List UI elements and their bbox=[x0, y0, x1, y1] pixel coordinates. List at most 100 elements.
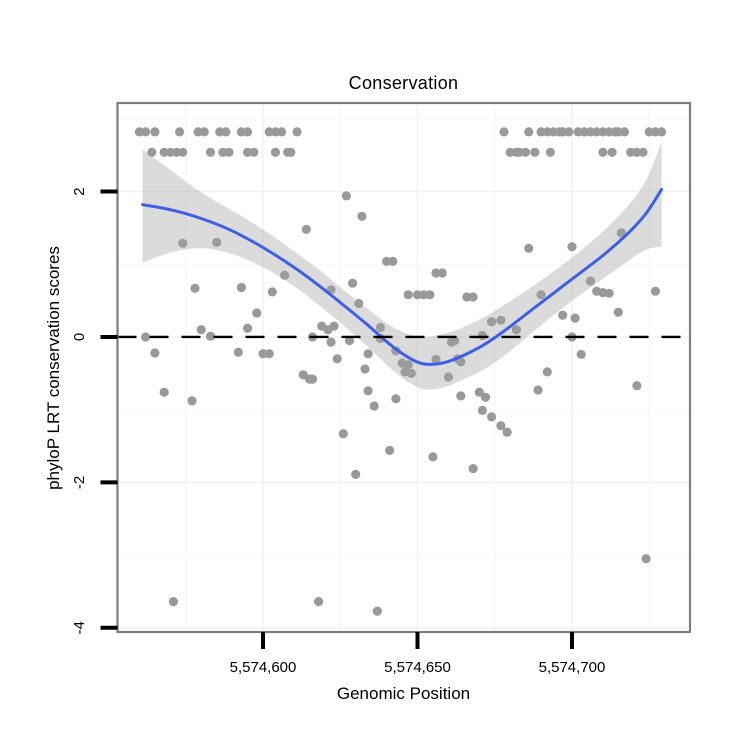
data-point bbox=[277, 127, 287, 137]
data-point bbox=[341, 191, 351, 201]
data-point bbox=[521, 147, 531, 157]
data-point bbox=[249, 147, 259, 157]
data-point bbox=[190, 283, 200, 293]
data-point bbox=[604, 288, 614, 298]
smooth-line bbox=[141, 187, 664, 366]
data-point bbox=[326, 337, 336, 347]
x-tick-label: 5,574,650 bbox=[384, 659, 451, 676]
data-point bbox=[187, 396, 197, 406]
data-point bbox=[499, 127, 509, 137]
confidence-band bbox=[142, 142, 662, 390]
data-point bbox=[533, 385, 543, 395]
data-point bbox=[613, 307, 623, 317]
data-point bbox=[403, 360, 413, 370]
data-point bbox=[360, 364, 370, 374]
data-point bbox=[196, 325, 206, 335]
data-point bbox=[233, 347, 243, 357]
data-point bbox=[175, 127, 185, 137]
data-point bbox=[150, 127, 160, 137]
data-point bbox=[443, 372, 453, 382]
data-point bbox=[576, 349, 586, 359]
data-point bbox=[212, 237, 222, 247]
data-point bbox=[502, 427, 512, 437]
data-point bbox=[348, 278, 358, 288]
data-point bbox=[616, 228, 627, 238]
data-point bbox=[545, 147, 556, 157]
x-tick-label: 5,574,600 bbox=[230, 659, 297, 676]
data-point bbox=[221, 127, 231, 137]
data-point bbox=[141, 127, 151, 137]
data-point bbox=[224, 147, 234, 157]
data-point bbox=[205, 331, 216, 341]
data-point bbox=[270, 147, 280, 157]
data-point bbox=[351, 469, 361, 479]
data-point bbox=[487, 317, 497, 327]
data-point bbox=[585, 276, 596, 286]
panel-border bbox=[116, 101, 692, 634]
data-point bbox=[280, 270, 290, 280]
data-point bbox=[431, 354, 441, 365]
data-point bbox=[425, 290, 435, 300]
data-point bbox=[542, 367, 552, 377]
chart-title: Conservation bbox=[348, 73, 459, 93]
data-point bbox=[536, 290, 546, 300]
data-point bbox=[477, 405, 487, 415]
data-point bbox=[205, 147, 216, 157]
data-point bbox=[338, 429, 348, 439]
data-point bbox=[178, 147, 188, 157]
data-point bbox=[385, 445, 395, 455]
data-point bbox=[632, 381, 642, 391]
data-point bbox=[403, 290, 413, 300]
y-tick-label: -4 bbox=[71, 621, 88, 634]
data-point bbox=[456, 391, 466, 401]
data-point bbox=[524, 243, 534, 253]
data-point bbox=[657, 127, 667, 137]
data-point bbox=[641, 554, 651, 564]
data-point bbox=[332, 354, 342, 364]
data-point bbox=[511, 325, 521, 335]
data-point bbox=[496, 315, 506, 325]
x-axis-title: Genomic Position bbox=[336, 684, 471, 703]
data-point bbox=[607, 147, 617, 157]
data-point bbox=[354, 298, 364, 309]
data-point bbox=[567, 242, 577, 252]
data-point bbox=[524, 127, 534, 137]
data-point bbox=[619, 127, 630, 137]
data-point bbox=[307, 374, 318, 384]
data-point bbox=[141, 332, 151, 342]
data-point bbox=[456, 357, 466, 367]
data-point bbox=[159, 387, 169, 397]
data-point bbox=[530, 147, 540, 157]
data-point bbox=[243, 323, 253, 333]
data-point bbox=[286, 147, 296, 157]
x-tick-label: 5,574,700 bbox=[539, 659, 606, 676]
data-point bbox=[375, 322, 385, 333]
data-point bbox=[236, 282, 246, 293]
data-point bbox=[558, 310, 568, 320]
data-point bbox=[480, 392, 491, 402]
data-point bbox=[468, 464, 478, 474]
data-point bbox=[564, 127, 574, 137]
data-point bbox=[329, 321, 339, 331]
data-point bbox=[474, 387, 484, 397]
data-point bbox=[178, 238, 188, 248]
data-point bbox=[406, 368, 416, 378]
data-point bbox=[292, 127, 302, 137]
data-point bbox=[650, 286, 661, 296]
data-point bbox=[199, 127, 209, 137]
data-point bbox=[314, 597, 324, 607]
y-tick-label: -2 bbox=[71, 476, 88, 489]
data-point bbox=[301, 224, 311, 234]
data-point bbox=[150, 348, 160, 358]
data-point bbox=[638, 147, 648, 157]
data-point bbox=[357, 211, 367, 221]
data-point bbox=[487, 412, 497, 422]
data-point bbox=[450, 336, 460, 346]
data-point bbox=[147, 147, 157, 157]
data-point bbox=[437, 268, 447, 278]
data-point bbox=[363, 349, 373, 359]
data-point bbox=[570, 313, 580, 323]
data-point bbox=[267, 287, 277, 297]
